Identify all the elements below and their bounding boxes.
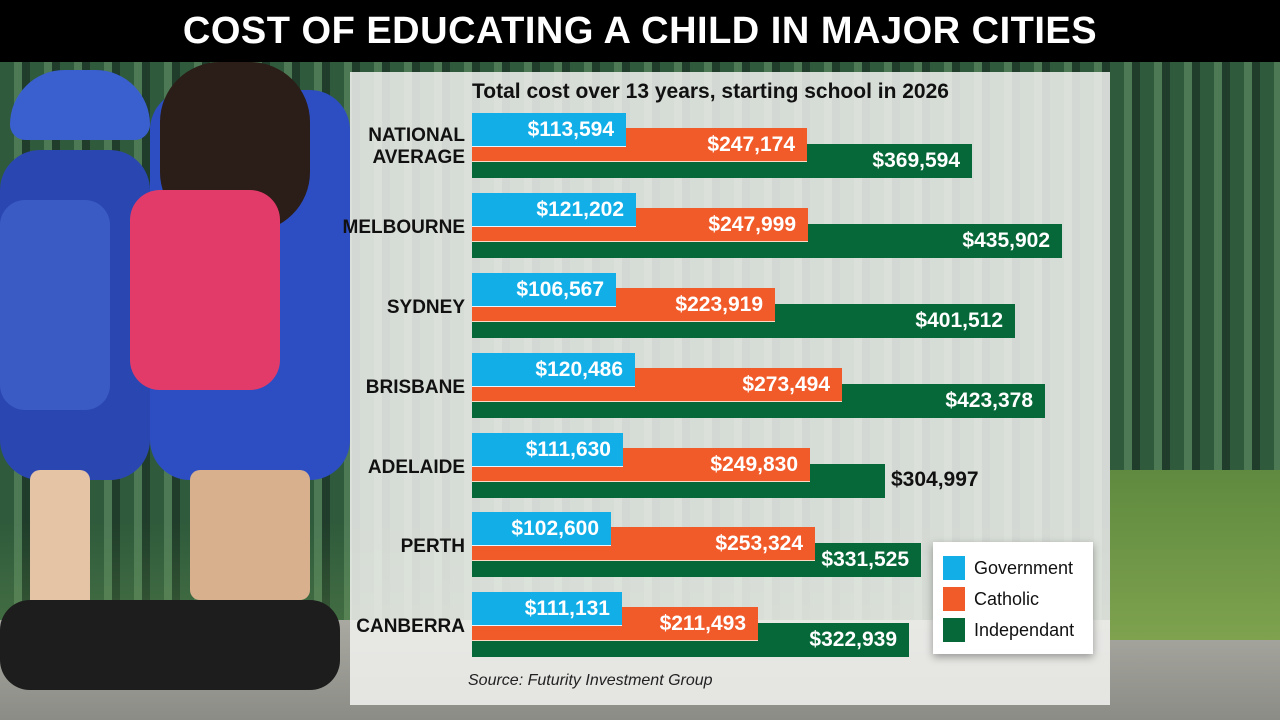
row-label: CANBERRA xyxy=(356,616,465,638)
bar-value-label: $249,830 xyxy=(710,452,798,476)
background-grass xyxy=(1110,470,1280,640)
legend-swatch-government xyxy=(943,556,965,580)
row-label: MELBOURNE xyxy=(343,217,465,239)
bar-value-label: $247,999 xyxy=(708,212,796,236)
bar-value-label: $120,486 xyxy=(535,357,623,381)
legend-item-catholic: Catholic xyxy=(943,587,1039,611)
bar-value-label: $331,525 xyxy=(821,548,909,571)
bar-value-label: $401,512 xyxy=(915,309,1003,332)
legend-item-independant: Independant xyxy=(943,618,1074,642)
legend-label: Government xyxy=(974,557,1074,578)
row-label: NATIONAL AVERAGE xyxy=(368,125,465,169)
bar-value-label: $223,919 xyxy=(675,292,763,316)
legend-swatch-independant xyxy=(943,618,965,642)
bar-government: $121,202 xyxy=(472,193,636,227)
row-label-line1: CANBERRA xyxy=(356,616,465,637)
bar-value-label-outside: $304,997 xyxy=(891,468,979,491)
legend-label: Independant xyxy=(974,619,1075,640)
pink-backpack xyxy=(130,190,280,390)
bar-value-label: $435,902 xyxy=(962,229,1050,252)
bar-value-label: $211,493 xyxy=(659,611,746,635)
bar-government: $120,486 xyxy=(472,353,635,387)
bar-value-label: $423,378 xyxy=(945,389,1033,412)
bar-value-label: $111,630 xyxy=(525,437,611,461)
chart-subtitle: Total cost over 13 years, starting schoo… xyxy=(472,80,949,103)
row-label-line1: PERTH xyxy=(400,536,465,557)
bar-value-label: $273,494 xyxy=(742,372,830,396)
row-label: BRISBANE xyxy=(366,377,465,399)
child-legs-right xyxy=(190,470,310,600)
chart-legend: Government Catholic Independant xyxy=(933,542,1093,654)
bar-value-label: $102,600 xyxy=(511,516,599,540)
bar-value-label: $106,567 xyxy=(516,277,604,301)
bar-government: $111,131 xyxy=(472,592,622,626)
bar-value-label: $111,131 xyxy=(524,596,610,620)
legend-item-government: Government xyxy=(943,556,1073,580)
row-label-line1: MELBOURNE xyxy=(342,217,465,238)
bar-value-label: $253,324 xyxy=(715,531,803,555)
title-bar: COST OF EDUCATING A CHILD IN MAJOR CITIE… xyxy=(0,0,1280,62)
bar-value-label: $369,594 xyxy=(872,149,960,172)
bar-government: $113,594 xyxy=(472,113,626,147)
row-label-line1: SYDNEY xyxy=(386,297,465,318)
child-hat xyxy=(10,70,150,140)
row-label: SYDNEY xyxy=(387,297,465,319)
bar-value-label: $322,939 xyxy=(809,628,897,651)
blue-backpack xyxy=(0,200,110,410)
bar-value-label: $113,594 xyxy=(527,117,614,141)
child-shoes xyxy=(0,600,340,690)
bar-government: $111,630 xyxy=(472,433,623,467)
bar-value-label: $247,174 xyxy=(707,132,795,156)
row-label-line1: NATIONAL xyxy=(368,125,465,146)
bar-value-label: $121,202 xyxy=(536,197,624,221)
page-title: COST OF EDUCATING A CHILD IN MAJOR CITIE… xyxy=(182,9,1098,52)
legend-swatch-catholic xyxy=(943,587,965,611)
row-label: PERTH xyxy=(401,536,465,558)
row-label-line1: ADELAIDE xyxy=(367,457,465,478)
bar-government: $106,567 xyxy=(472,273,616,307)
row-label-line2: AVERAGE xyxy=(372,147,465,168)
legend-label: Catholic xyxy=(974,588,1040,609)
row-label: ADELAIDE xyxy=(368,457,465,479)
bar-government: $102,600 xyxy=(472,512,611,546)
chart-source: Source: Futurity Investment Group xyxy=(468,672,713,689)
row-label-line1: BRISBANE xyxy=(365,377,465,398)
